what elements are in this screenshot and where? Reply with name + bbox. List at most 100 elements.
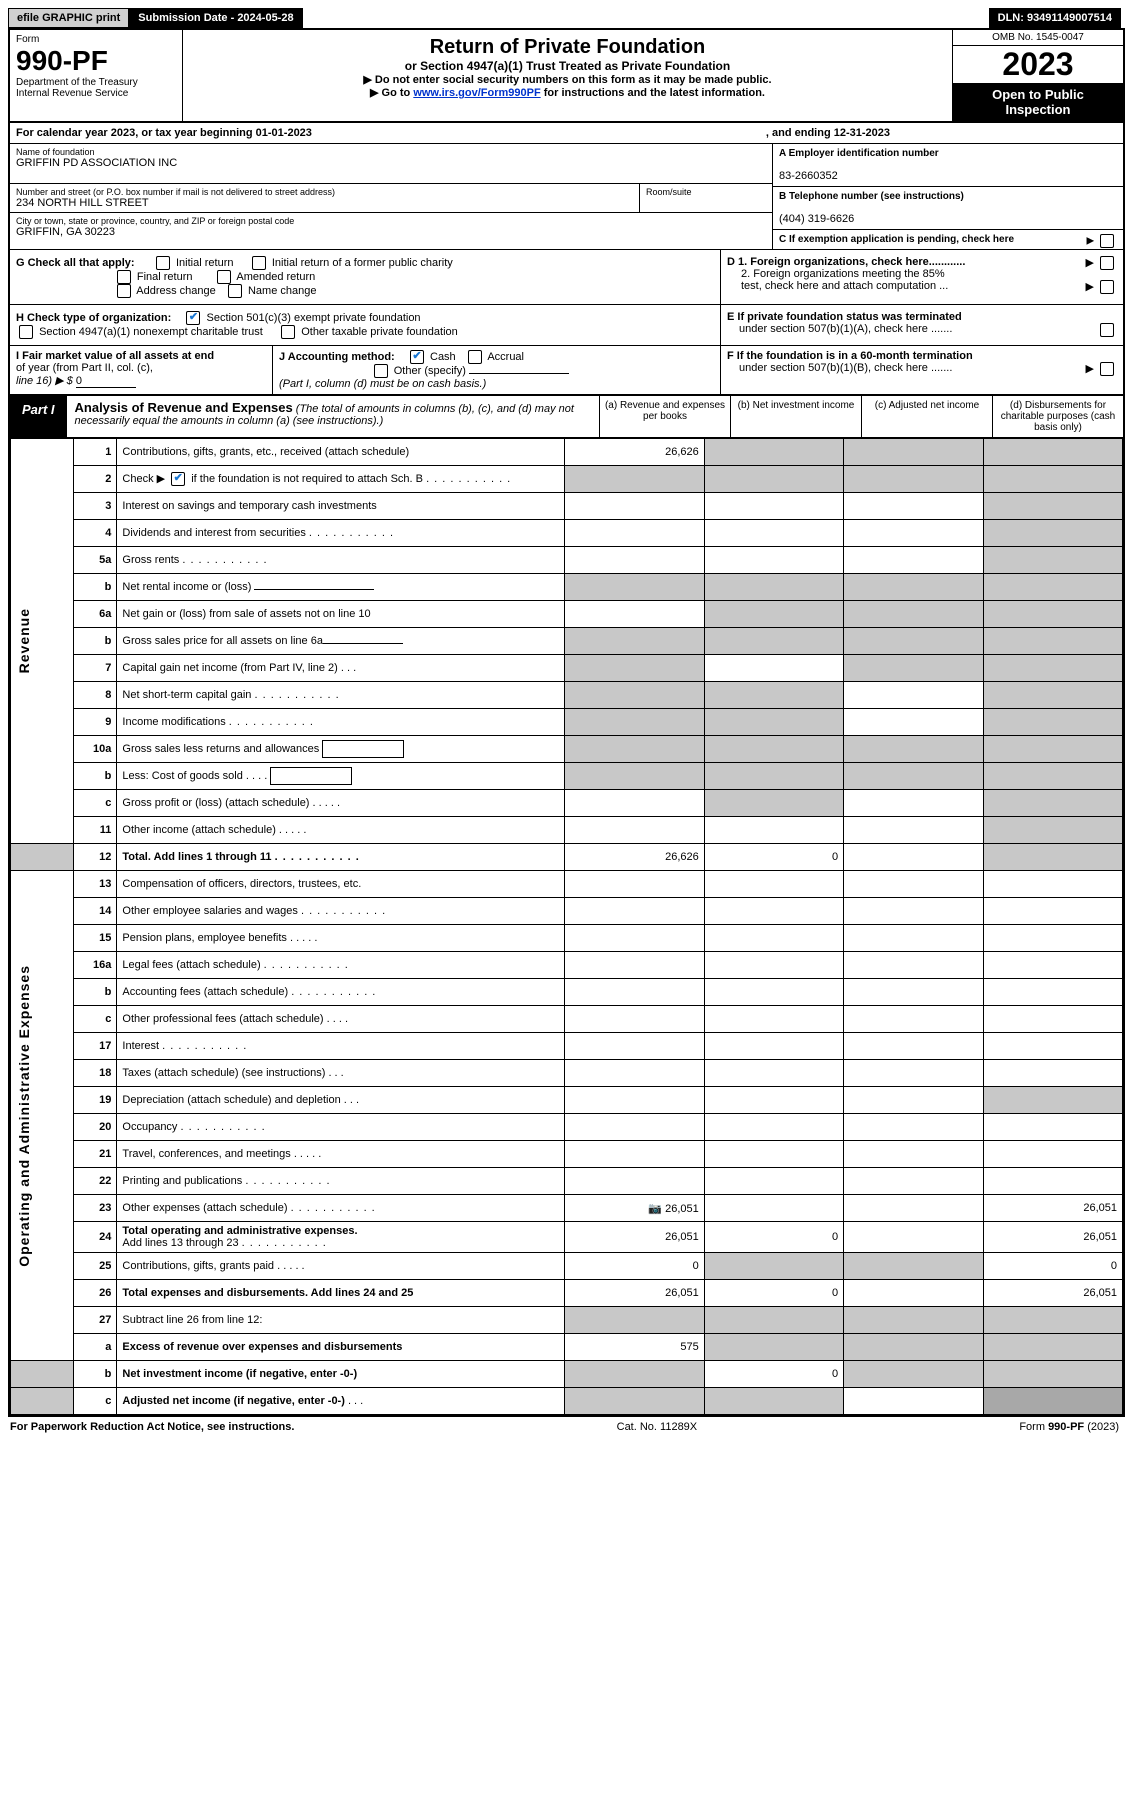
- open-to-public: Open to PublicInspection: [953, 83, 1123, 121]
- analysis-table: Revenue 1 Contributions, gifts, grants, …: [10, 438, 1123, 1415]
- e-section: E If private foundation status was termi…: [720, 305, 1123, 345]
- expenses-side-label: Operating and Administrative Expenses: [16, 965, 32, 1267]
- 4947a1-checkbox[interactable]: [19, 325, 33, 339]
- d1-checkbox[interactable]: [1100, 256, 1114, 270]
- table-row: 14Other employee salaries and wages: [11, 898, 1123, 925]
- table-row: bGross sales price for all assets on lin…: [11, 628, 1123, 655]
- c-checkbox[interactable]: [1100, 234, 1114, 248]
- col-b-header: (b) Net investment income: [730, 396, 861, 437]
- table-row: 27Subtract line 26 from line 12:: [11, 1307, 1123, 1334]
- cash-checkbox[interactable]: [410, 350, 424, 364]
- form-subtitle: or Section 4947(a)(1) Trust Treated as P…: [189, 59, 946, 73]
- g-d-section: G Check all that apply: Initial return I…: [10, 250, 1123, 305]
- irs-link[interactable]: www.irs.gov/Form990PF: [413, 87, 540, 99]
- dept-treasury: Department of the Treasury: [16, 77, 176, 88]
- table-row: 23Other expenses (attach schedule) 📷 26,…: [11, 1195, 1123, 1222]
- part1-title: Analysis of Revenue and Expenses: [75, 400, 293, 415]
- table-row: 17Interest: [11, 1033, 1123, 1060]
- part1-header: Part I Analysis of Revenue and Expenses …: [10, 396, 1123, 438]
- city-state-zip: GRIFFIN, GA 30223: [16, 226, 766, 238]
- table-row: 26Total expenses and disbursements. Add …: [11, 1280, 1123, 1307]
- form-footer: Form 990-PF (2023): [1019, 1421, 1119, 1433]
- d-section: D 1. Foreign organizations, check here..…: [720, 250, 1123, 304]
- table-row: 5aGross rents: [11, 547, 1123, 574]
- form-note-1: ▶ Do not enter social security numbers o…: [189, 73, 946, 86]
- table-row: 12Total. Add lines 1 through 11 26,6260: [11, 844, 1123, 871]
- omb-number: OMB No. 1545-0047: [953, 30, 1123, 46]
- name-cell: Name of foundation GRIFFIN PD ASSOCIATIO…: [10, 144, 772, 184]
- efile-badge[interactable]: efile GRAPHIC print: [8, 8, 129, 28]
- table-row: bNet investment income (if negative, ent…: [11, 1361, 1123, 1388]
- table-row: 25Contributions, gifts, grants paid . . …: [11, 1253, 1123, 1280]
- phone-cell: B Telephone number (see instructions) (4…: [773, 187, 1123, 230]
- cat-no: Cat. No. 11289X: [617, 1421, 698, 1433]
- part1-label: Part I: [10, 396, 67, 437]
- revenue-side-label: Revenue: [16, 608, 32, 673]
- e-checkbox[interactable]: [1100, 323, 1114, 337]
- table-row: 2 Check ▶ if the foundation is not requi…: [11, 466, 1123, 493]
- top-bar: efile GRAPHIC print Submission Date - 20…: [8, 8, 1121, 28]
- dln-badge: DLN: 93491149007514: [989, 8, 1121, 28]
- col-c-header: (c) Adjusted net income: [861, 396, 992, 437]
- 501c3-checkbox[interactable]: [186, 311, 200, 325]
- ein-value: 83-2660352: [779, 170, 838, 182]
- other-taxable-checkbox[interactable]: [281, 325, 295, 339]
- d2-checkbox[interactable]: [1100, 280, 1114, 294]
- table-row: cOther professional fees (attach schedul…: [11, 1006, 1123, 1033]
- h-e-section: H Check type of organization: Section 50…: [10, 305, 1123, 346]
- table-row: 10aGross sales less returns and allowanc…: [11, 736, 1123, 763]
- table-row: 21Travel, conferences, and meetings . . …: [11, 1141, 1123, 1168]
- i-j-f-row: I Fair market value of all assets at end…: [10, 346, 1123, 396]
- table-row: 9Income modifications: [11, 709, 1123, 736]
- initial-return-checkbox[interactable]: [156, 256, 170, 270]
- col-a-header: (a) Revenue and expenses per books: [599, 396, 730, 437]
- tax-year: 2023: [953, 46, 1123, 83]
- f-section: F If the foundation is in a 60-month ter…: [721, 346, 1123, 394]
- form-number: 990-PF: [16, 45, 176, 77]
- table-row: 11Other income (attach schedule) . . . .…: [11, 817, 1123, 844]
- table-row: 20Occupancy: [11, 1114, 1123, 1141]
- column-headers: (a) Revenue and expenses per books (b) N…: [599, 396, 1123, 437]
- form-note-2: ▶ Go to www.irs.gov/Form990PF for instru…: [189, 86, 946, 99]
- col-d-header: (d) Disbursements for charitable purpose…: [992, 396, 1123, 437]
- c-cell: C If exemption application is pending, c…: [773, 230, 1123, 249]
- table-row: aExcess of revenue over expenses and dis…: [11, 1334, 1123, 1361]
- form-header: Form 990-PF Department of the Treasury I…: [10, 30, 1123, 123]
- table-row: Revenue 1 Contributions, gifts, grants, …: [11, 439, 1123, 466]
- paperwork-notice: For Paperwork Reduction Act Notice, see …: [10, 1421, 294, 1433]
- table-row: 18Taxes (attach schedule) (see instructi…: [11, 1060, 1123, 1087]
- h-section: H Check type of organization: Section 50…: [10, 305, 720, 345]
- j-section: J Accounting method: Cash Accrual Other …: [273, 346, 721, 394]
- foundation-name: GRIFFIN PD ASSOCIATION INC: [16, 157, 766, 169]
- calendar-year-row: For calendar year 2023, or tax year begi…: [10, 123, 1123, 144]
- address-change-checkbox[interactable]: [117, 284, 131, 298]
- amended-return-checkbox[interactable]: [217, 270, 231, 284]
- identity-block: Name of foundation GRIFFIN PD ASSOCIATIO…: [10, 144, 1123, 250]
- f-checkbox[interactable]: [1100, 362, 1114, 376]
- phone-value: (404) 319-6626: [779, 213, 854, 225]
- accrual-checkbox[interactable]: [468, 350, 482, 364]
- sch-b-checkbox[interactable]: [171, 472, 185, 486]
- table-row: 6aNet gain or (loss) from sale of assets…: [11, 601, 1123, 628]
- table-row: 8Net short-term capital gain: [11, 682, 1123, 709]
- room-suite-label: Room/suite: [646, 187, 766, 197]
- table-row: 4Dividends and interest from securities: [11, 520, 1123, 547]
- g-section: G Check all that apply: Initial return I…: [10, 250, 720, 304]
- table-row: Operating and Administrative Expenses 13…: [11, 871, 1123, 898]
- table-row: 15Pension plans, employee benefits . . .…: [11, 925, 1123, 952]
- page-footer: For Paperwork Reduction Act Notice, see …: [8, 1417, 1121, 1437]
- camera-icon[interactable]: 📷: [648, 1203, 662, 1215]
- other-method-checkbox[interactable]: [374, 364, 388, 378]
- table-row: bNet rental income or (loss): [11, 574, 1123, 601]
- submission-date: Submission Date - 2024-05-28: [129, 8, 302, 28]
- r1-a: 26,626: [565, 439, 704, 466]
- table-row: 7Capital gain net income (from Part IV, …: [11, 655, 1123, 682]
- table-row: 3Interest on savings and temporary cash …: [11, 493, 1123, 520]
- table-row: 22Printing and publications: [11, 1168, 1123, 1195]
- city-cell: City or town, state or province, country…: [10, 213, 772, 241]
- initial-former-checkbox[interactable]: [252, 256, 266, 270]
- form-title: Return of Private Foundation: [189, 36, 946, 59]
- final-return-checkbox[interactable]: [117, 270, 131, 284]
- name-change-checkbox[interactable]: [228, 284, 242, 298]
- street-address: 234 NORTH HILL STREET: [16, 197, 633, 209]
